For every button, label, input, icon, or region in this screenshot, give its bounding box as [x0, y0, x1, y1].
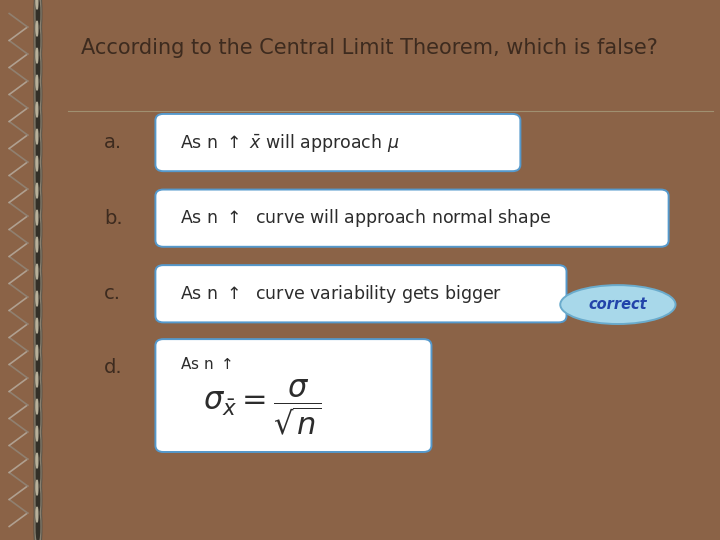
Circle shape [36, 160, 40, 191]
FancyBboxPatch shape [156, 190, 669, 247]
Circle shape [34, 223, 42, 290]
Circle shape [35, 150, 41, 201]
Circle shape [36, 210, 38, 225]
Circle shape [36, 349, 40, 380]
Circle shape [34, 331, 42, 398]
Circle shape [36, 484, 40, 515]
Circle shape [35, 420, 41, 471]
Circle shape [35, 285, 41, 336]
Circle shape [34, 250, 42, 317]
Circle shape [36, 453, 38, 468]
Circle shape [36, 102, 38, 117]
Circle shape [36, 52, 40, 83]
Text: d.: d. [104, 358, 122, 377]
Circle shape [35, 393, 41, 444]
Circle shape [36, 399, 38, 414]
Text: b.: b. [104, 208, 122, 228]
FancyBboxPatch shape [156, 265, 567, 322]
Circle shape [36, 318, 38, 333]
Circle shape [36, 291, 38, 306]
Text: correct: correct [588, 297, 647, 312]
Circle shape [35, 69, 41, 120]
Circle shape [34, 304, 42, 371]
Circle shape [36, 0, 38, 9]
Circle shape [36, 25, 40, 56]
FancyBboxPatch shape [156, 114, 521, 171]
Circle shape [36, 241, 40, 272]
Circle shape [35, 312, 41, 363]
Circle shape [36, 21, 38, 36]
Circle shape [36, 457, 40, 488]
Text: As n $\uparrow$  curve variability gets bigger: As n $\uparrow$ curve variability gets b… [180, 283, 502, 305]
Circle shape [36, 376, 40, 407]
Circle shape [34, 0, 42, 47]
Circle shape [36, 507, 38, 522]
Circle shape [36, 214, 40, 245]
Circle shape [34, 61, 42, 128]
Circle shape [34, 358, 42, 425]
Circle shape [34, 493, 42, 540]
Circle shape [35, 366, 41, 417]
Circle shape [36, 345, 38, 360]
Circle shape [34, 196, 42, 263]
Circle shape [36, 268, 40, 299]
Circle shape [36, 79, 40, 110]
FancyBboxPatch shape [156, 339, 431, 452]
Text: $\sigma_{\bar{x}} = \dfrac{\sigma}{\sqrt{n}}$: $\sigma_{\bar{x}} = \dfrac{\sigma}{\sqrt… [203, 377, 322, 437]
Ellipse shape [560, 285, 675, 324]
Circle shape [34, 34, 42, 101]
Circle shape [34, 7, 42, 74]
Circle shape [35, 0, 41, 39]
Circle shape [35, 177, 41, 228]
Circle shape [36, 403, 40, 434]
Circle shape [35, 447, 41, 498]
Circle shape [36, 430, 40, 461]
Circle shape [34, 412, 42, 479]
Circle shape [36, 133, 40, 164]
Text: As n $\uparrow$ $\bar{x}$ will approach $\mu$: As n $\uparrow$ $\bar{x}$ will approach … [180, 132, 399, 153]
Circle shape [35, 501, 41, 540]
Text: As n $\uparrow$  curve will approach normal shape: As n $\uparrow$ curve will approach norm… [180, 207, 551, 229]
Circle shape [34, 466, 42, 533]
Circle shape [36, 156, 38, 171]
Circle shape [36, 426, 38, 441]
Circle shape [36, 511, 40, 540]
Text: As n $\uparrow$: As n $\uparrow$ [180, 355, 232, 372]
Circle shape [36, 75, 38, 90]
Circle shape [36, 237, 38, 252]
Circle shape [35, 96, 41, 147]
Circle shape [35, 42, 41, 93]
Circle shape [34, 439, 42, 506]
Circle shape [36, 295, 40, 326]
Circle shape [36, 129, 38, 144]
Circle shape [34, 169, 42, 236]
Circle shape [34, 277, 42, 344]
Circle shape [36, 106, 40, 137]
Circle shape [36, 187, 40, 218]
Circle shape [36, 0, 40, 29]
Circle shape [36, 183, 38, 198]
Circle shape [34, 88, 42, 155]
Circle shape [35, 123, 41, 174]
Text: a.: a. [104, 133, 122, 152]
Text: c.: c. [104, 284, 121, 303]
Text: According to the Central Limit Theorem, which is false?: According to the Central Limit Theorem, … [81, 38, 658, 58]
Circle shape [35, 231, 41, 282]
Circle shape [34, 142, 42, 209]
Circle shape [36, 372, 38, 387]
Circle shape [36, 322, 40, 353]
Circle shape [34, 115, 42, 182]
Circle shape [36, 264, 38, 279]
Circle shape [35, 258, 41, 309]
Circle shape [35, 204, 41, 255]
Circle shape [34, 385, 42, 452]
Circle shape [35, 474, 41, 525]
Circle shape [36, 480, 38, 495]
Circle shape [36, 48, 38, 63]
Circle shape [35, 15, 41, 66]
Circle shape [35, 339, 41, 390]
